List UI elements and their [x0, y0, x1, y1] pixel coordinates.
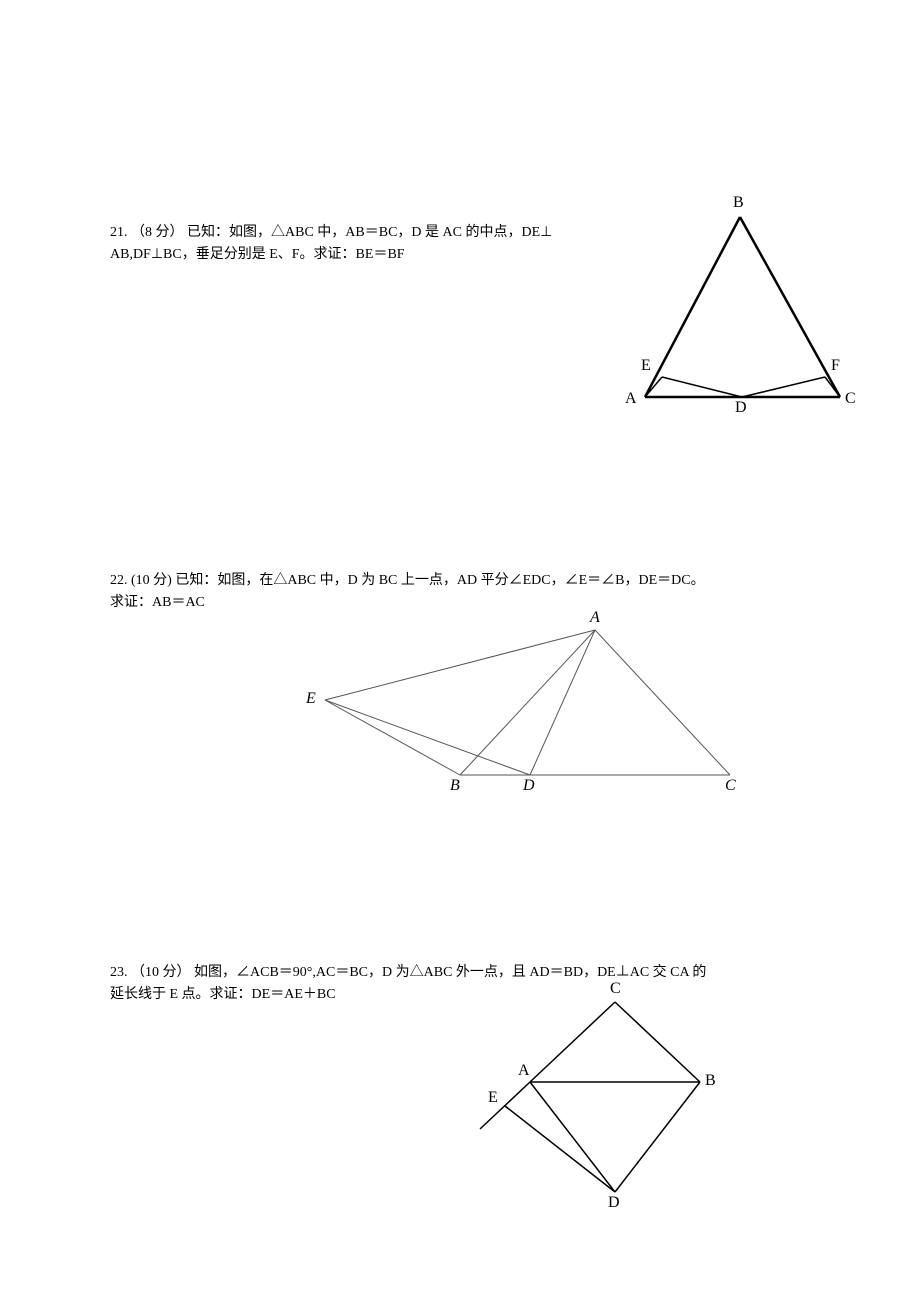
label-C22: C [725, 777, 736, 795]
label-B23: B [705, 1072, 716, 1090]
figure-22: A E B D C [290, 615, 760, 795]
figure-23: C A B E D [450, 982, 750, 1212]
label-A23: A [518, 1062, 530, 1080]
q23-line1: 如图，∠ACB＝90°,AC＝BC，D 为△ABC 外一点，且 AD＝BD，DE… [194, 965, 706, 980]
label-E: E [641, 357, 651, 375]
q22-number: 22. [110, 573, 128, 588]
label-D: D [735, 399, 747, 417]
label-F: F [831, 357, 840, 375]
figure-21: B E F A D C [615, 202, 875, 422]
q21-line1: 已知：如图，△ABC 中，AB＝BC，D 是 AC 的中点，DE⊥ [187, 225, 552, 240]
label-E22: E [306, 690, 316, 708]
q22-line2: 求证：AB＝AC [110, 595, 205, 610]
q22-line1: 已知：如图，在△ABC 中，D 为 BC 上一点，AD 平分∠EDC，∠E＝∠B… [175, 573, 704, 588]
label-E23: E [488, 1089, 498, 1107]
problem-21-text: 21. （8 分） 已知：如图，△ABC 中，AB＝BC，D 是 AC 的中点，… [110, 222, 610, 267]
label-A: A [625, 390, 637, 408]
label-B: B [733, 194, 744, 212]
label-A22: A [590, 609, 600, 627]
label-C: C [845, 390, 856, 408]
q22-points: (10 分) [131, 573, 172, 588]
label-D23: D [608, 1194, 620, 1212]
q23-points: （10 分） [131, 965, 191, 980]
problem-22-text: 22. (10 分) 已知：如图，在△ABC 中，D 为 BC 上一点，AD 平… [110, 570, 810, 615]
q21-points: （8 分） [131, 225, 184, 240]
q21-line2: AB,DF⊥BC，垂足分别是 E、F。求证：BE＝BF [110, 247, 405, 262]
q21-number: 21. [110, 225, 128, 240]
q23-number: 23. [110, 965, 128, 980]
label-C23: C [610, 980, 621, 998]
label-D22: D [523, 777, 535, 795]
label-B22: B [450, 777, 460, 795]
q23-line2: 延长线于 E 点。求证：DE＝AE＋BC [110, 987, 336, 1002]
